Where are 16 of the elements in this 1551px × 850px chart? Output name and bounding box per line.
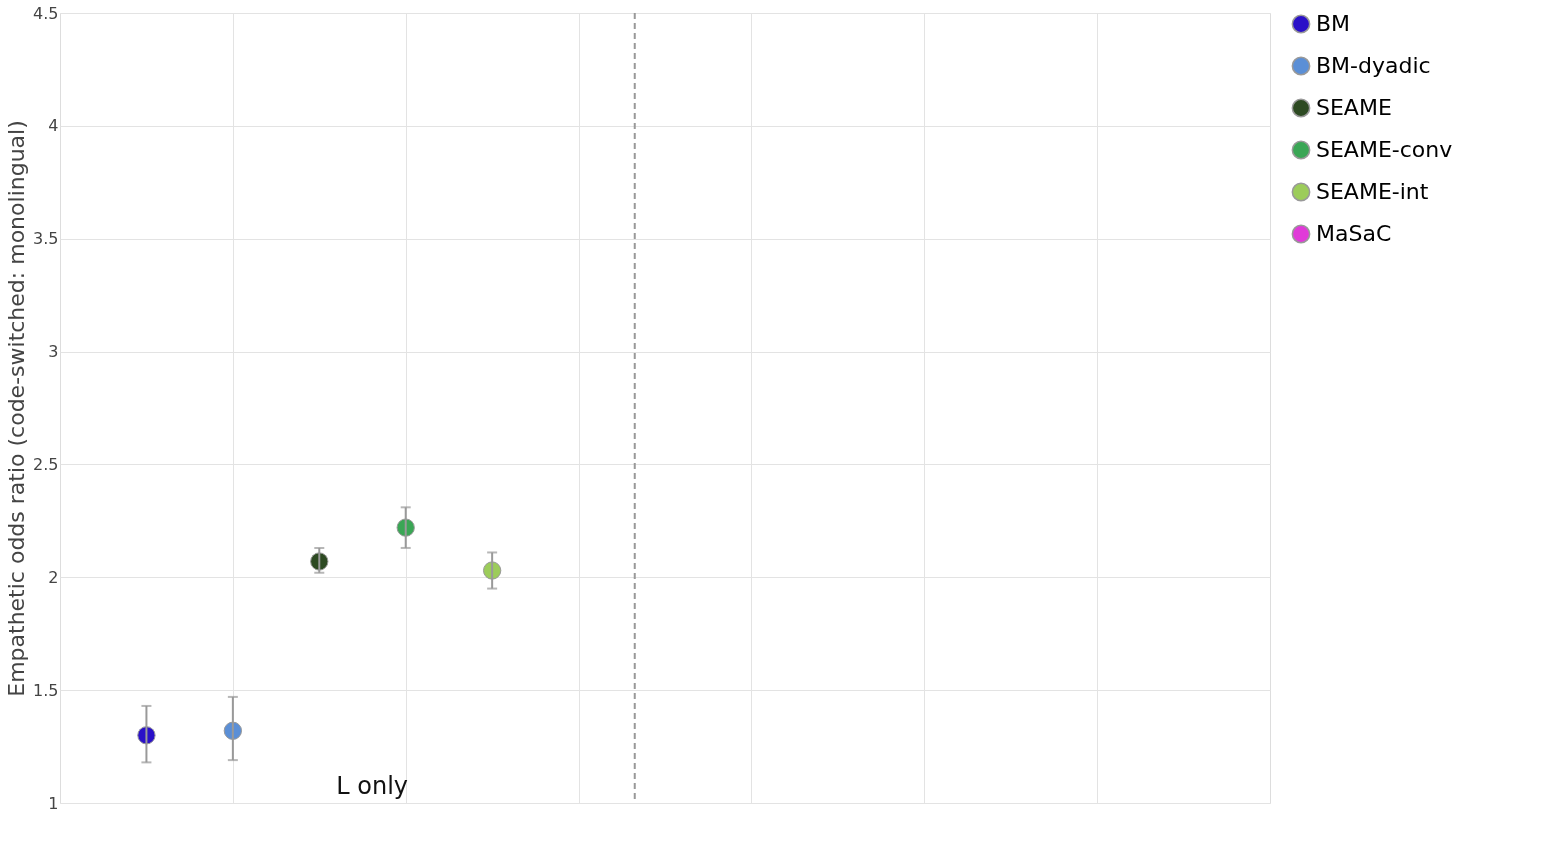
legend-label: SEAME [1316, 95, 1392, 120]
y-tick-label: 1 [48, 793, 59, 813]
y-tick-label: 4.5 [33, 3, 59, 23]
legend-label: MaSaC [1316, 221, 1392, 246]
legend-label: BM [1316, 11, 1351, 36]
legend-label: SEAME-conv [1316, 137, 1453, 162]
y-tick-label: 3 [48, 342, 59, 362]
y-tick-label: 2.5 [33, 454, 59, 474]
annotation: L only [336, 772, 409, 800]
legend-label: BM-dyadic [1316, 53, 1431, 78]
legend-label: SEAME-int [1316, 179, 1429, 204]
y-tick-label: 3.5 [33, 229, 59, 249]
y-tick-label: 4 [48, 116, 59, 136]
y-tick-label: 2 [48, 567, 59, 587]
y-axis-title: Empathetic odds ratio (code-switched: monolingual) [4, 120, 30, 697]
y-tick-label: 1.5 [33, 680, 59, 700]
